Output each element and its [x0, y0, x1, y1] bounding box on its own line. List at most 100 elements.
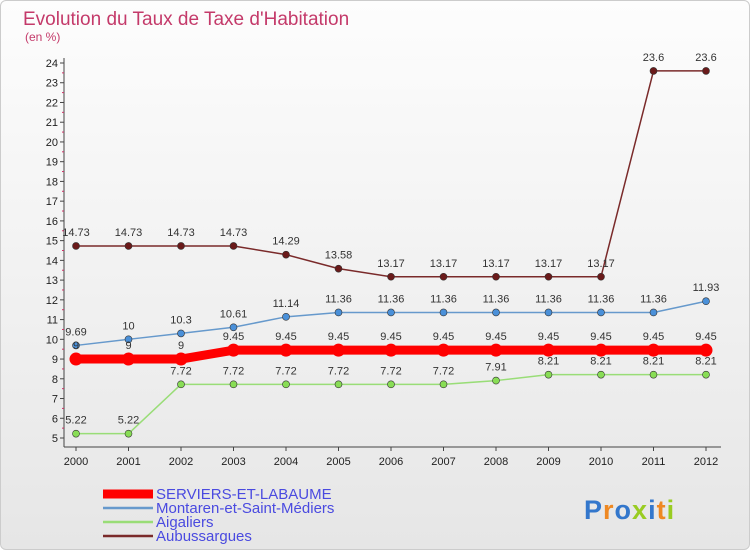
data-point [597, 308, 605, 317]
data-label: 13.17 [587, 258, 615, 270]
data-point [122, 352, 135, 366]
data-label: 7.72 [380, 365, 401, 377]
x-tick-label: 2006 [379, 456, 403, 468]
y-tick-label: 8 [52, 374, 58, 386]
y-tick-label: 16 [46, 216, 58, 228]
data-point [174, 352, 188, 366]
data-label: 23.6 [643, 52, 664, 64]
data-point [437, 343, 450, 357]
data-label: 11.93 [693, 282, 720, 294]
x-tick-label: 2010 [589, 456, 613, 468]
data-label: 13.17 [377, 258, 405, 270]
data-point [492, 308, 500, 317]
data-point [649, 370, 658, 379]
data-point [439, 380, 448, 389]
series-line [75, 70, 707, 278]
legend-label: Montaren-et-Saint-Médiers [156, 500, 334, 517]
data-point [387, 308, 395, 317]
data-label: 9.45 [643, 331, 664, 343]
data-point [597, 370, 605, 379]
y-tick-label: 22 [46, 97, 58, 109]
data-point [544, 370, 553, 379]
data-label: 9.45 [590, 331, 611, 343]
data-label: 9.45 [695, 331, 716, 343]
data-point [334, 264, 343, 273]
data-label: 5.22 [118, 415, 139, 427]
data-point [282, 313, 290, 321]
data-point [177, 380, 185, 389]
data-label: 14.29 [272, 236, 300, 248]
x-tick-label: 2011 [642, 456, 666, 468]
data-point [647, 343, 660, 357]
data-point [124, 335, 133, 344]
data-point [282, 250, 290, 259]
data-label: 7.72 [223, 365, 244, 377]
y-tick-label: 19 [46, 157, 58, 169]
x-tick-label: 2005 [326, 456, 350, 468]
y-tick-label: 20 [46, 137, 58, 149]
legend: SERVIERS-ET-LABAUMEMontaren-et-Saint-Méd… [103, 486, 334, 545]
data-point [702, 67, 710, 75]
x-tick-label: 2001 [116, 456, 140, 468]
data-label: 13.58 [325, 250, 353, 262]
data-point [229, 242, 238, 250]
data-label: 10 [122, 320, 134, 332]
data-point [334, 308, 343, 317]
data-point [699, 343, 713, 357]
y-tick-label: 7 [52, 394, 58, 406]
data-label: 7.91 [485, 362, 506, 374]
y-tick-label: 9 [52, 354, 58, 366]
data-point [72, 242, 80, 250]
data-point [544, 272, 553, 281]
data-point [489, 343, 503, 357]
data-label: 13.17 [430, 258, 458, 270]
data-label: 13.17 [535, 258, 563, 270]
data-label: 9.69 [65, 326, 86, 338]
x-tick-label: 2008 [484, 456, 508, 468]
x-tick-label: 2007 [431, 456, 455, 468]
x-tick-label: 2012 [694, 456, 718, 468]
data-label: 7.72 [275, 365, 296, 377]
data-label: 7.72 [433, 365, 454, 377]
data-label: 8.21 [590, 356, 611, 368]
data-label: 11.36 [430, 293, 457, 305]
data-label: 7.72 [170, 365, 191, 377]
y-tick-label: 23 [46, 78, 58, 90]
y-tick-label: 6 [52, 413, 58, 425]
data-point [492, 376, 500, 385]
data-point [387, 380, 395, 389]
data-point [597, 272, 605, 281]
data-point [702, 297, 710, 306]
data-label: 9.45 [485, 331, 506, 343]
data-label: 8.21 [695, 356, 716, 368]
data-point [649, 308, 658, 317]
y-tick-label: 11 [47, 315, 58, 327]
data-point [542, 343, 555, 357]
data-point [229, 380, 238, 389]
data-label: 11.36 [588, 293, 615, 305]
data-label: 9.45 [223, 331, 244, 343]
data-point [702, 370, 710, 379]
y-tick-label: 14 [46, 255, 58, 267]
data-point [649, 67, 658, 75]
data-point [279, 343, 293, 357]
data-point [492, 272, 500, 281]
data-label: 11.36 [535, 293, 562, 305]
data-label: 9 [125, 340, 131, 352]
data-label: 14.73 [115, 227, 143, 239]
series-0: 9 9 9 9.45 9.45 9.45 9.45 9.45 9.45 9.45 9.45 9.45 9… [69, 331, 717, 366]
data-label: 10.3 [170, 314, 191, 326]
y-tick-label: 5 [52, 433, 58, 445]
data-point [124, 242, 133, 250]
data-point [384, 343, 398, 357]
data-label: 9.45 [538, 331, 559, 343]
y-tick-label: 10 [46, 334, 58, 346]
data-point [69, 352, 83, 366]
data-point [177, 329, 185, 338]
y-tick-label: 18 [46, 176, 58, 188]
data-point [72, 429, 80, 438]
data-label: 9.45 [380, 331, 401, 343]
data-point [177, 242, 185, 250]
y-tick-label: 13 [46, 275, 58, 287]
